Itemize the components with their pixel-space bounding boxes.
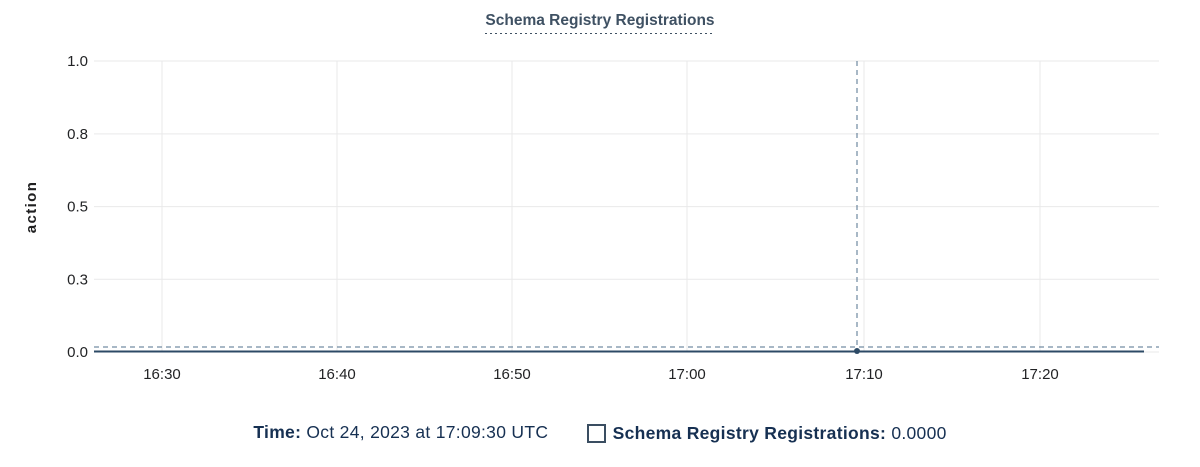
svg-text:17:10: 17:10	[845, 366, 883, 383]
svg-text:0.5: 0.5	[67, 199, 88, 216]
svg-text:1.0: 1.0	[67, 53, 88, 70]
svg-text:action: action	[23, 181, 40, 234]
svg-text:16:50: 16:50	[493, 366, 531, 383]
svg-text:17:20: 17:20	[1021, 366, 1059, 383]
svg-text:16:30: 16:30	[143, 366, 181, 383]
svg-text:0.8: 0.8	[67, 126, 88, 143]
svg-text:17:00: 17:00	[668, 366, 706, 383]
svg-text:16:40: 16:40	[318, 366, 356, 383]
svg-text:0.3: 0.3	[67, 271, 88, 288]
svg-text:0.0: 0.0	[67, 344, 88, 361]
